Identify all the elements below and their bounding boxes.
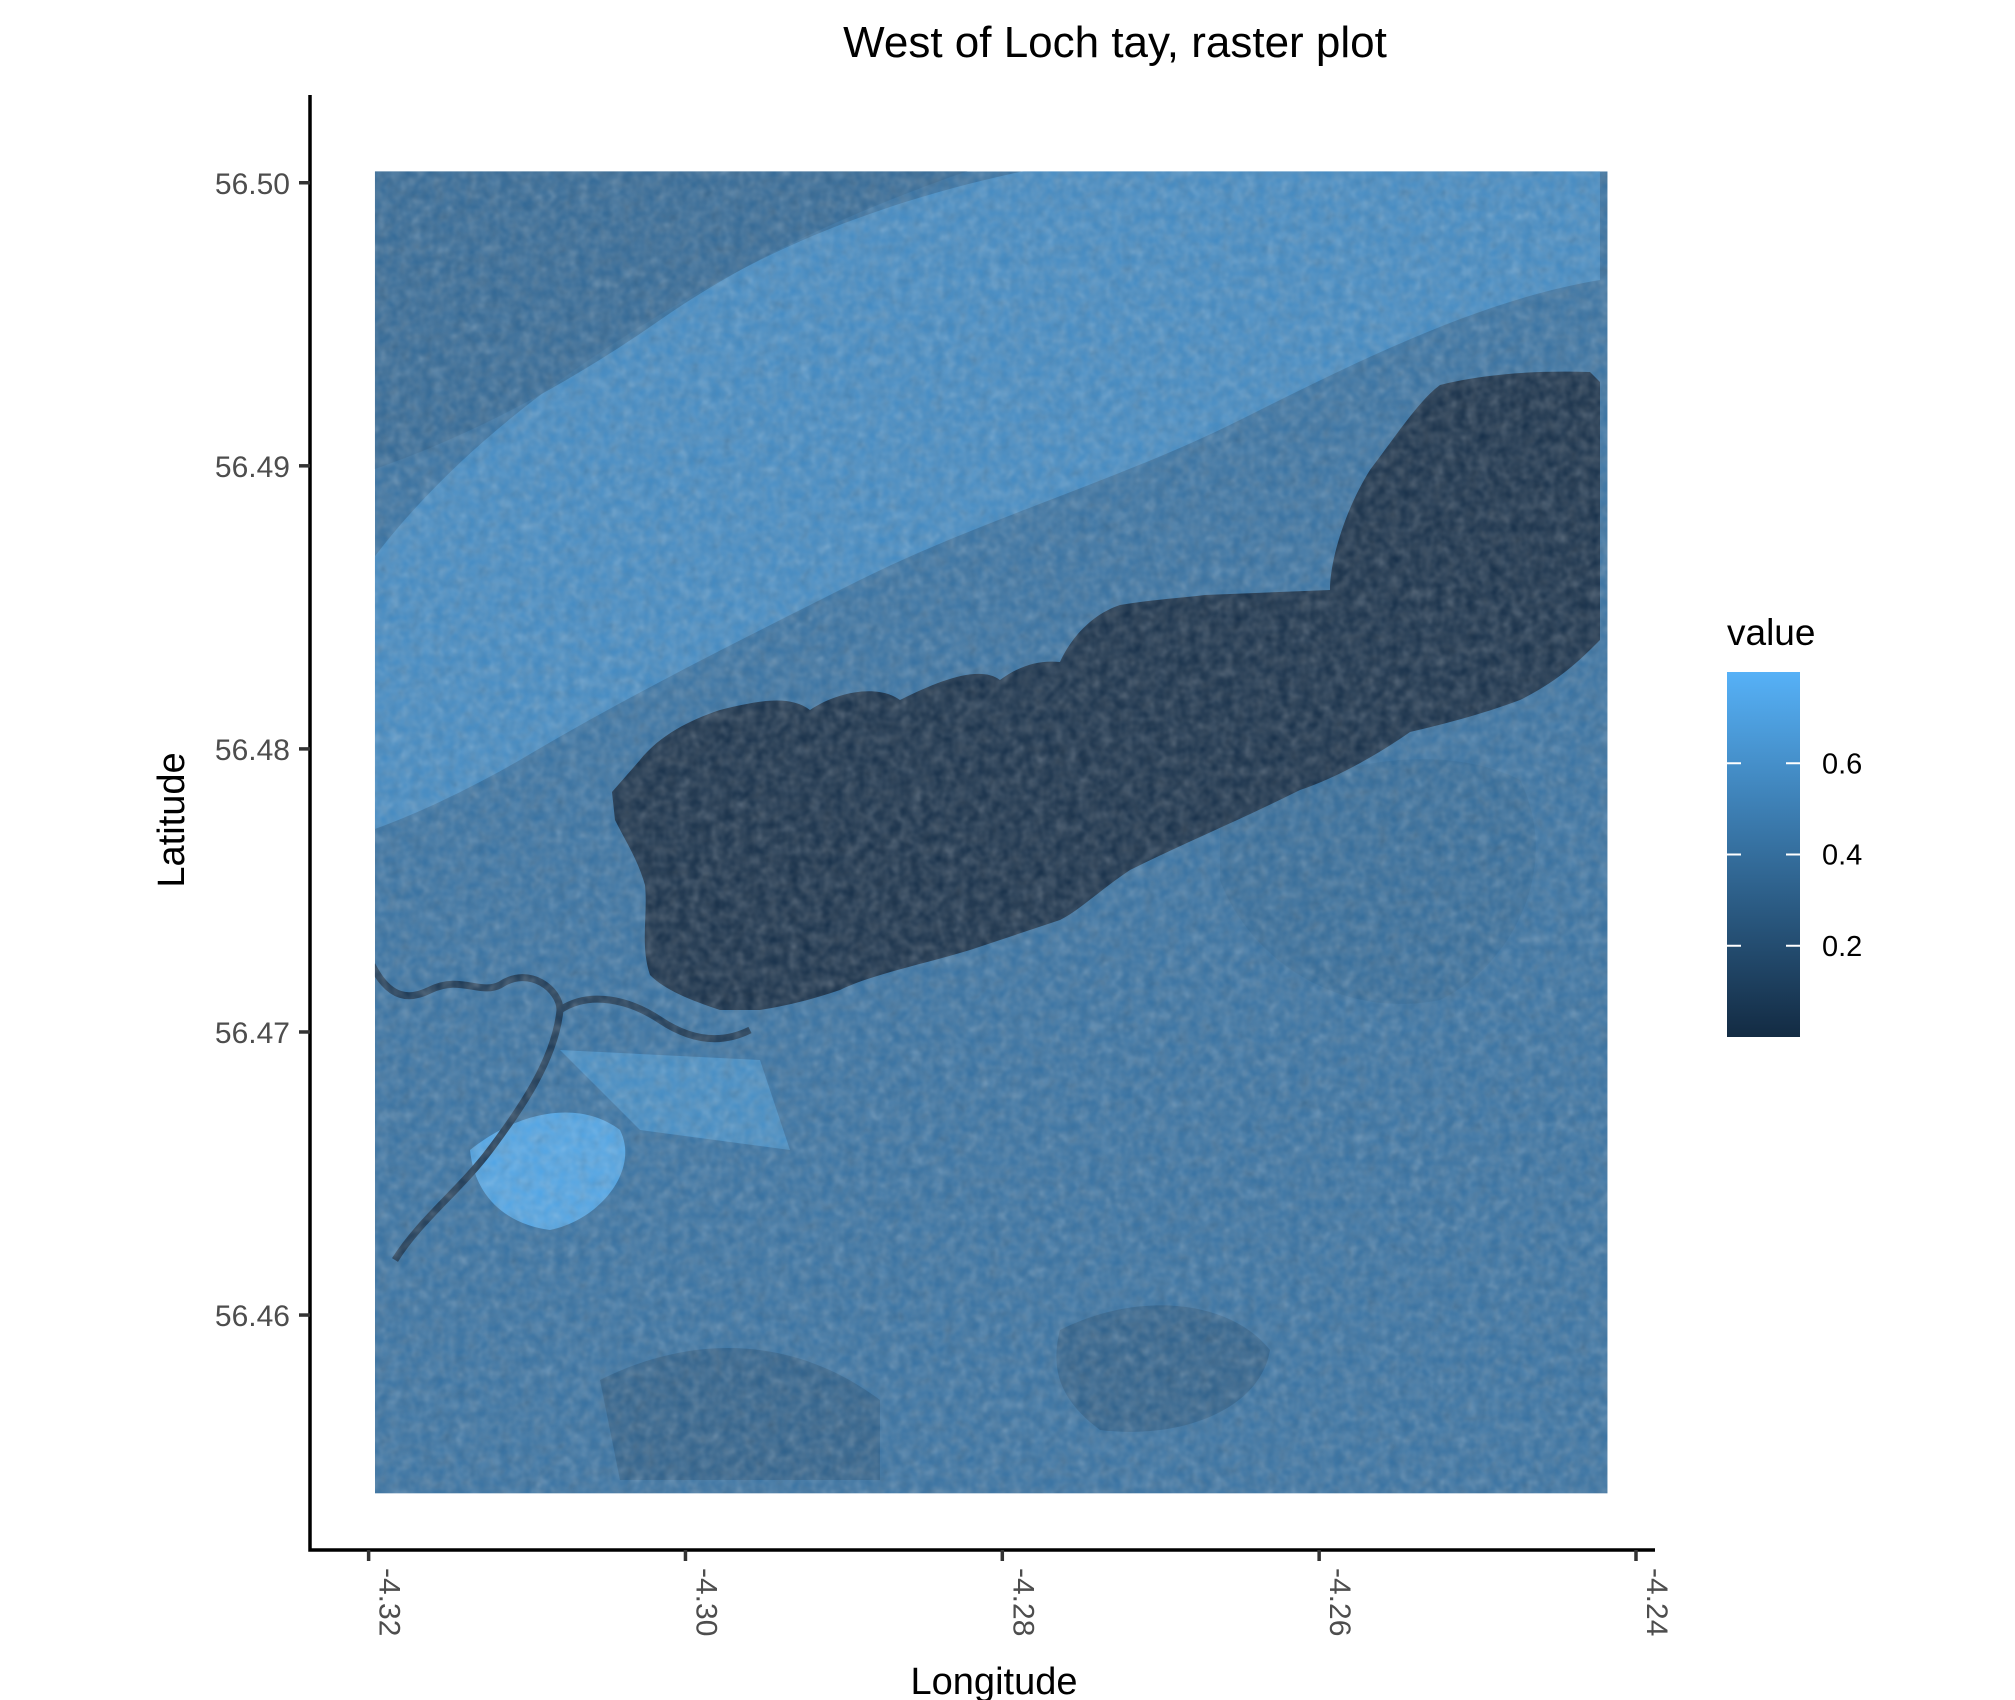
raster-layer	[374, 171, 1608, 1494]
axis-lines	[308, 95, 1655, 1552]
legend-title: value	[1727, 612, 1815, 653]
y-tick-label: 56.49	[215, 451, 290, 484]
y-tick-label: 56.50	[215, 168, 290, 201]
x-tick-label: -4.28	[1006, 1568, 1039, 1636]
legend-label: 0.6	[1822, 748, 1862, 780]
y-tick-label: 56.46	[215, 1300, 290, 1333]
y-axis-title: Latitude	[151, 752, 193, 887]
x-tick-label: -4.32	[373, 1568, 406, 1636]
legend-ticks: 0.6 0.4 0.2	[1727, 748, 1862, 963]
raster-texture	[374, 171, 1608, 1494]
legend: value 0.6 0.4 0.2	[1727, 612, 1862, 1037]
x-tick-label: -4.24	[1640, 1568, 1673, 1636]
x-tick-label: -4.30	[689, 1568, 722, 1636]
chart-title: West of Loch tay, raster plot	[843, 18, 1387, 67]
y-tick-label: 56.47	[215, 1017, 290, 1050]
y-tick-label: 56.48	[215, 734, 290, 767]
x-axis-title: Longitude	[911, 1661, 1078, 1700]
legend-label: 0.2	[1822, 931, 1862, 963]
legend-label: 0.4	[1822, 840, 1862, 872]
x-tick-label: -4.26	[1323, 1568, 1356, 1636]
axes: -4.32 -4.30 -4.28 -4.26 -4.24 56.46 56.47 56.48…	[215, 95, 1673, 1636]
